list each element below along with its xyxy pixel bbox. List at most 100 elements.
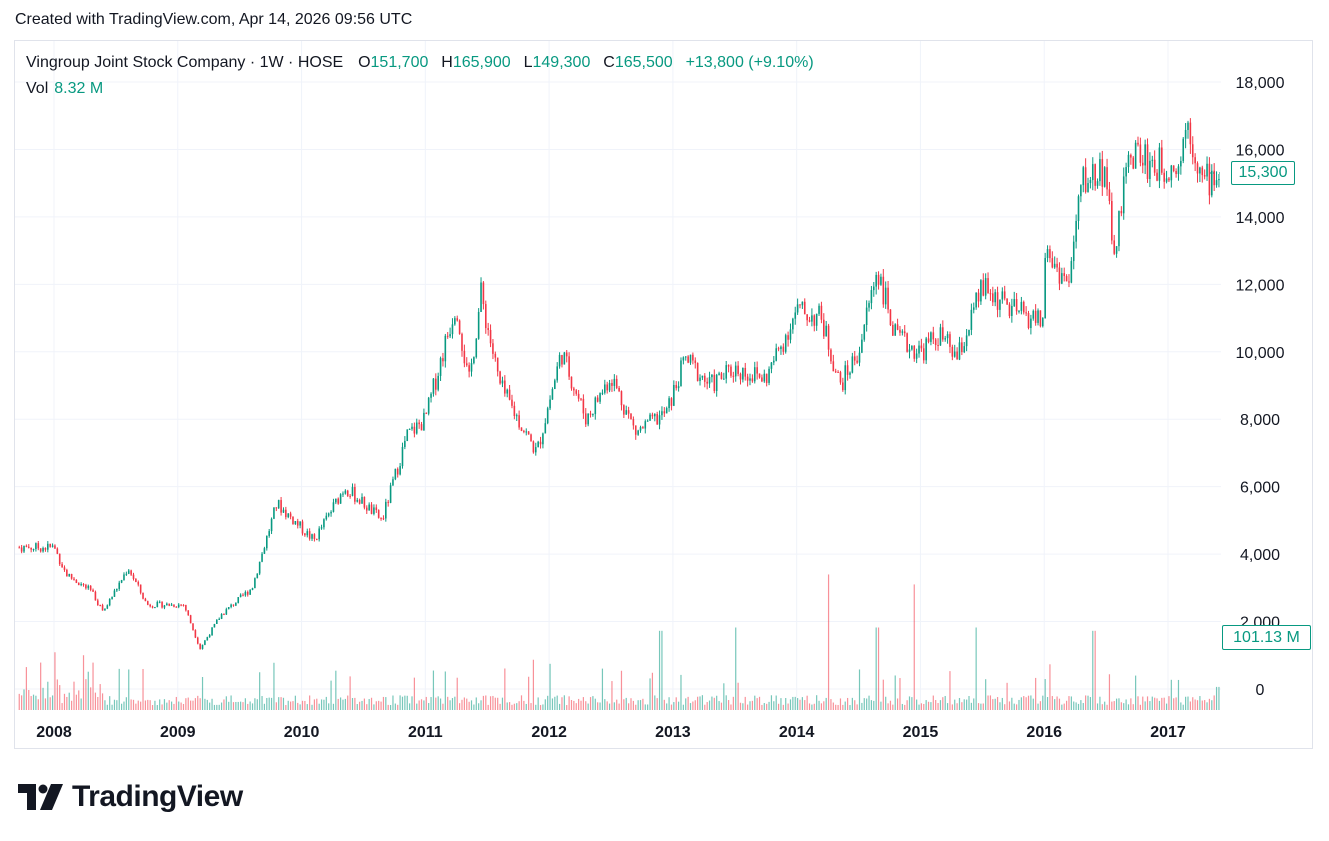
candle-body	[992, 293, 994, 303]
candle-body	[1101, 159, 1104, 187]
volume-bar	[1077, 703, 1080, 710]
volume-label[interactable]: Vol	[26, 80, 49, 97]
candle-body	[456, 318, 459, 321]
volume-bar	[492, 695, 494, 710]
candle	[163, 604, 166, 610]
volume-bar	[197, 695, 199, 710]
candle-body	[68, 573, 71, 577]
candle	[868, 300, 870, 312]
volume-bar	[32, 694, 35, 710]
volume-bar	[166, 702, 168, 710]
candle	[1015, 292, 1018, 315]
volume-bar	[589, 697, 592, 710]
candle-body	[380, 517, 382, 519]
candle	[784, 333, 787, 354]
candle	[558, 352, 561, 369]
volume-bar	[1011, 697, 1013, 710]
volume-bar	[80, 698, 82, 710]
candle-body	[458, 320, 461, 334]
candle	[680, 357, 682, 387]
candle-body	[820, 305, 823, 320]
candle-body	[335, 498, 337, 503]
volume-bar	[1180, 702, 1182, 710]
volume-bar	[661, 630, 663, 710]
candle	[185, 604, 187, 612]
candle	[1184, 123, 1187, 149]
candle-body	[323, 519, 325, 528]
candle-body	[423, 412, 425, 431]
volume-bar	[382, 696, 385, 710]
candle-body	[373, 507, 375, 514]
candle	[827, 323, 830, 357]
volume-bar	[244, 698, 246, 710]
volume-bar	[454, 696, 456, 710]
candle	[625, 405, 628, 415]
candle	[1158, 142, 1161, 189]
volume-bar	[463, 697, 465, 710]
candle	[139, 584, 142, 595]
candle-body	[251, 588, 254, 590]
chart-frame[interactable]	[14, 40, 1313, 749]
candle-body	[751, 378, 754, 382]
candle	[1177, 164, 1180, 181]
candle-body	[1213, 170, 1215, 186]
candle	[454, 316, 456, 326]
volume-bar	[61, 703, 63, 710]
candle	[627, 406, 630, 419]
candle	[882, 269, 885, 308]
volume-bar	[813, 703, 815, 710]
volume-bar	[1030, 695, 1032, 710]
candle	[230, 603, 232, 609]
volume-bar	[1137, 696, 1139, 710]
candle-body	[18, 547, 21, 549]
volume-bar	[232, 702, 235, 710]
candle-body	[644, 421, 647, 429]
candle	[532, 440, 535, 454]
candle-body	[396, 468, 399, 475]
tradingview-logo[interactable]: TradingView	[18, 780, 243, 814]
candle-body	[499, 371, 501, 384]
candle	[346, 489, 349, 497]
volume-bar	[25, 667, 27, 710]
candle	[551, 387, 554, 400]
candle-body	[884, 287, 887, 305]
volume-bar	[40, 662, 42, 710]
volume-bar	[406, 695, 408, 710]
candle-body	[887, 287, 889, 310]
candle-body	[634, 425, 637, 435]
symbol-title[interactable]: Vingroup Joint Stock Company · 1W · HOSE	[26, 54, 344, 71]
y-tick-label: 10,000	[1236, 345, 1285, 362]
candle-body	[1022, 301, 1025, 313]
volume-bar	[237, 701, 239, 710]
candle-body	[277, 500, 280, 509]
candle-body	[449, 334, 451, 337]
volume-bar	[547, 695, 549, 710]
volume-bar	[194, 698, 196, 710]
candle-body	[463, 350, 466, 364]
candle-body	[680, 360, 682, 387]
volume-bar	[309, 695, 311, 710]
y-tick-label: 6,000	[1240, 480, 1280, 497]
candle	[1113, 234, 1116, 256]
volume-bar	[447, 696, 449, 710]
candle	[565, 350, 568, 363]
candle-body	[313, 534, 316, 539]
volume-bar	[839, 698, 842, 710]
candle-body	[287, 513, 290, 518]
candle-body	[708, 377, 711, 384]
candle-body	[899, 329, 901, 333]
candle-body	[768, 368, 770, 383]
candle-body	[44, 547, 47, 550]
volume-bar	[1208, 698, 1211, 710]
volume-bar	[554, 696, 556, 710]
candle	[282, 507, 285, 513]
volume-bar	[1075, 702, 1077, 710]
volume-bar	[785, 698, 787, 710]
volume-bar	[582, 697, 584, 710]
candle-body	[513, 405, 516, 417]
candle-body	[877, 274, 880, 285]
candle-body	[1139, 144, 1142, 163]
candle	[699, 374, 701, 386]
candle	[149, 603, 151, 608]
